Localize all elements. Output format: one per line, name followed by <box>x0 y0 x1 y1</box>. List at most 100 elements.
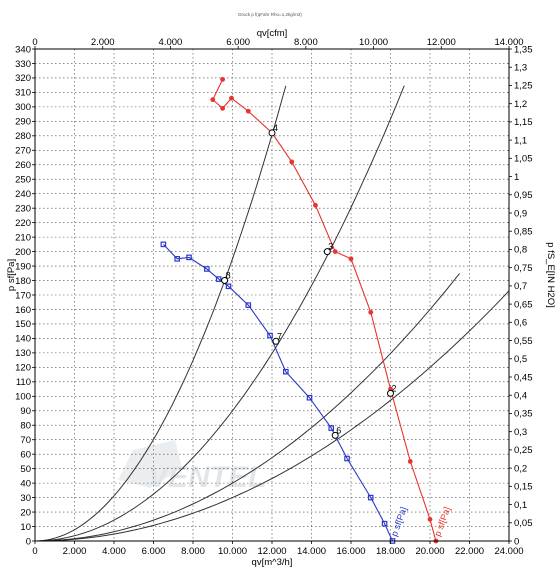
x2-tick-label: 2.000 <box>91 37 115 48</box>
series-point-2 <box>306 394 313 401</box>
x-tick-label: 10.000 <box>218 546 247 557</box>
y-tick-label: 40 <box>20 478 31 489</box>
y2-tick-label: 0,2 <box>514 463 527 474</box>
watermark-text: VENTEL <box>148 461 266 494</box>
y-tick-label: 60 <box>20 449 31 460</box>
right-axis-label: p fS_E[IN H2O] <box>545 242 556 307</box>
y-tick-label: 240 <box>15 189 31 200</box>
x-tick-label: 18.000 <box>376 546 405 557</box>
y-tick-label: 270 <box>15 146 31 157</box>
x-tick-label: 2.000 <box>63 546 87 557</box>
y-tick-label: 220 <box>15 218 31 229</box>
series-point-2 <box>186 254 192 261</box>
series-point-1 <box>220 105 226 111</box>
y2-tick-label: 0,1 <box>514 500 527 511</box>
y2-tick-label: 0,95 <box>514 190 533 201</box>
bottom-axis-label: qv[m^3/h] <box>252 557 293 568</box>
y2-tick-label: 1,1 <box>514 135 527 146</box>
x-tick-label: 4.000 <box>102 546 126 557</box>
series-point-1 <box>229 95 234 101</box>
y2-tick-label: 0,4 <box>514 391 527 402</box>
y2-tick-label: 0,8 <box>514 245 527 256</box>
top-axis-label: qv[cfm] <box>257 28 288 39</box>
grid <box>35 49 509 541</box>
y2-tick-label: 0,5 <box>514 354 527 365</box>
system-curves <box>34 85 510 542</box>
series-point-1 <box>313 202 318 208</box>
y2-tick-label: 1,15 <box>514 117 533 128</box>
y-tick-label: 90 <box>20 406 31 417</box>
y-tick-label: 120 <box>15 363 31 374</box>
system-curve <box>34 85 287 542</box>
x-tick-label: 22.000 <box>455 546 484 557</box>
series-point-2 <box>267 332 273 339</box>
y-tick-label: 160 <box>15 305 31 316</box>
tick-labels: 0 2.000 4.000 6.000 8.000 10.000 12.000 14.000 1… <box>15 37 532 557</box>
series-point-1 <box>210 97 216 103</box>
series-point-1 <box>220 76 226 82</box>
series-point-1 <box>407 459 413 464</box>
series-point-2 <box>204 266 210 272</box>
y-tick-label: 200 <box>15 247 31 258</box>
y-tick-label: 190 <box>15 261 31 272</box>
annotations: 4 3 2 8 7 6 <box>221 123 397 439</box>
x-tick-label: 14.000 <box>297 546 326 557</box>
plot-frame <box>34 48 510 542</box>
y2-tick-label: 0,25 <box>514 445 533 456</box>
y-tick-label: 10 <box>20 522 31 533</box>
y2-tick-label: 1 <box>514 172 519 183</box>
y-tick-label: 290 <box>15 117 31 128</box>
chart-header: Druck p f(qFahr Rho=1,2kg/m3) <box>238 12 302 17</box>
series-point-2 <box>328 425 335 431</box>
operating-point-marker <box>221 277 229 285</box>
y-tick-label: 260 <box>15 160 31 171</box>
x-tick-label: 12.000 <box>257 546 286 557</box>
system-curve <box>34 290 510 542</box>
operating-point-marker <box>272 337 280 345</box>
y2-tick-label: 1,2 <box>514 99 527 110</box>
x2-tick-label: 6.000 <box>226 37 250 48</box>
series-point-2 <box>367 494 374 501</box>
operating-point-label: 8 <box>226 271 231 281</box>
operating-point-label: 6 <box>336 425 341 435</box>
y-tick-label: 0 <box>26 536 31 547</box>
series-point-1 <box>289 159 295 165</box>
series-point-1 <box>348 256 354 262</box>
y-tick-label: 130 <box>15 348 31 359</box>
series-point-1 <box>368 309 374 315</box>
operating-point-label: 2 <box>392 383 397 393</box>
series-point-2 <box>344 455 350 462</box>
y2-tick-label: 0,15 <box>514 482 533 493</box>
operating-point-label: 4 <box>273 123 278 133</box>
x2-tick-label: 12.000 <box>427 37 456 48</box>
y2-tick-label: 0,35 <box>514 409 533 420</box>
x2-tick-label: 4.000 <box>159 37 183 48</box>
y-tick-label: 310 <box>15 88 31 99</box>
series-point-1 <box>427 516 433 522</box>
y-tick-label: 250 <box>15 175 31 186</box>
series-point-2 <box>283 368 289 375</box>
y-tick-label: 340 <box>15 44 31 55</box>
y2-tick-label: 0,05 <box>514 518 533 529</box>
series-point-2 <box>245 302 252 308</box>
y2-tick-label: 0,7 <box>514 281 527 292</box>
y-tick-label: 320 <box>15 73 31 84</box>
y2-tick-label: 0,85 <box>514 227 533 238</box>
operating-point-label: 3 <box>328 242 333 252</box>
y-tick-label: 300 <box>15 102 31 113</box>
series-point-2 <box>381 520 388 527</box>
y2-tick-label: 0,55 <box>514 336 533 347</box>
series-point-2 <box>174 256 181 262</box>
operating-point-marker <box>387 389 394 397</box>
y-tick-label: 230 <box>15 203 31 214</box>
system-curve <box>34 85 405 542</box>
y-tick-label: 80 <box>20 421 31 432</box>
y2-tick-label: 0,6 <box>514 318 527 329</box>
y-tick-label: 110 <box>16 377 31 388</box>
x2-tick-label: 0 <box>32 37 37 48</box>
series-point-2 <box>225 283 232 290</box>
x-tick-label: 20.000 <box>415 546 444 557</box>
y2-tick-label: 0,3 <box>514 427 527 438</box>
system-curve <box>34 273 460 542</box>
y2-tick-label: 0 <box>514 536 519 547</box>
